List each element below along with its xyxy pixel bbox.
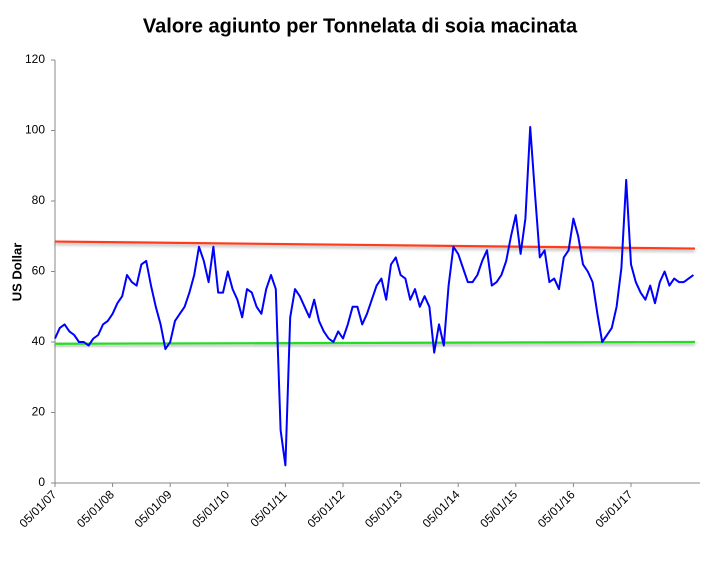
x-tick-label: 05/01/17 — [592, 487, 635, 530]
x-tick-label: 05/01/14 — [420, 487, 463, 530]
y-tick-label: 100 — [25, 123, 45, 137]
y-tick-label: 20 — [32, 405, 46, 419]
x-tick-label: 05/01/10 — [189, 487, 232, 530]
x-tick-label: 05/01/15 — [477, 487, 520, 530]
x-tick-label: 05/01/16 — [535, 487, 578, 530]
y-tick-label: 0 — [38, 475, 45, 489]
y-tick-label: 60 — [32, 264, 46, 278]
x-tick-label: 05/01/12 — [304, 487, 347, 530]
x-tick-label: 05/01/13 — [362, 487, 405, 530]
x-tick-label: 05/01/09 — [132, 487, 175, 530]
chart-title: Valore agiunto per Tonnelata di soia mac… — [143, 15, 578, 37]
y-tick-label: 40 — [32, 334, 46, 348]
y-axis-label: US Dollar — [9, 243, 24, 302]
x-tick-label: 05/01/07 — [16, 487, 59, 530]
y-tick-label: 80 — [32, 193, 46, 207]
y-tick-label: 120 — [25, 52, 45, 66]
data-line — [54, 126, 694, 467]
x-tick-label: 05/01/11 — [247, 487, 290, 530]
x-tick-label: 05/01/08 — [74, 487, 117, 530]
reference-line — [54, 340, 696, 345]
reference-line — [54, 240, 696, 250]
